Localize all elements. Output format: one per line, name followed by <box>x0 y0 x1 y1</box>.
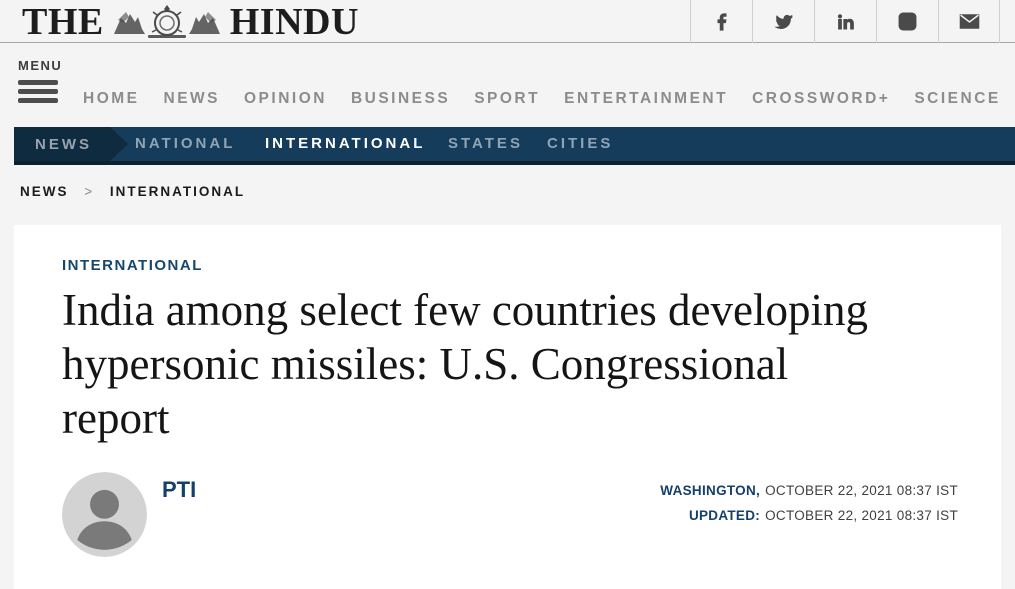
social-links <box>690 0 1000 43</box>
breadcrumb: NEWS > INTERNATIONAL <box>20 184 245 199</box>
main-nav: HOME NEWS OPINION BUSINESS SPORT ENTERTA… <box>83 90 1001 108</box>
nav-item-sport[interactable]: SPORT <box>474 90 541 107</box>
article-card: INTERNATIONAL India among select few cou… <box>14 225 1001 589</box>
dateline: WASHINGTON, OCTOBER 22, 2021 08:37 IST <box>660 478 958 503</box>
masthead: THE HINDU <box>0 0 1015 43</box>
person-icon <box>62 472 147 557</box>
author-avatar <box>62 472 147 557</box>
section-item-international[interactable]: INTERNATIONAL <box>265 135 426 152</box>
nav-item-opinion[interactable]: OPINION <box>244 90 327 107</box>
menu-label: MENU <box>18 58 63 73</box>
nav-item-news[interactable]: NEWS <box>163 90 220 107</box>
facebook-icon <box>717 12 727 31</box>
nav-item-crossword[interactable]: CROSSWORD+ <box>752 90 891 107</box>
linkedin-icon <box>837 13 854 29</box>
linkedin-link[interactable] <box>814 0 876 43</box>
email-link[interactable] <box>938 0 1000 43</box>
article-headline: India among select few countries develop… <box>62 285 868 443</box>
article-meta: WASHINGTON, OCTOBER 22, 2021 08:37 IST UP… <box>660 478 958 528</box>
section-parent-news[interactable]: NEWS <box>14 127 128 161</box>
menu-toggle[interactable]: MENU <box>18 58 62 107</box>
updated-label: UPDATED: <box>688 508 761 523</box>
updated-datetime: OCTOBER 22, 2021 08:37 IST <box>765 508 958 523</box>
author-name[interactable]: PTI <box>162 477 197 502</box>
section-item-states[interactable]: STATES <box>448 135 523 152</box>
dateline-location: WASHINGTON, <box>660 483 761 498</box>
breadcrumb-separator-icon: > <box>84 184 95 199</box>
instagram-link[interactable] <box>876 0 938 43</box>
twitter-link[interactable] <box>752 0 814 43</box>
section-nav-bar: NEWS NATIONAL INTERNATIONAL STATES CITIE… <box>14 127 1015 165</box>
hamburger-icon <box>18 80 58 103</box>
twitter-icon <box>773 14 793 29</box>
section-item-national[interactable]: NATIONAL <box>135 135 236 152</box>
hindu-crest-emblem <box>113 4 220 38</box>
section-item-cities[interactable]: CITIES <box>547 135 614 152</box>
logo-text-the: THE <box>22 0 104 43</box>
nav-item-entertainment[interactable]: ENTERTAINMENT <box>564 90 729 107</box>
email-icon <box>959 14 979 29</box>
article-section-label[interactable]: INTERNATIONAL <box>62 257 203 274</box>
logo-text-hindu: HINDU <box>229 0 359 43</box>
breadcrumb-news[interactable]: NEWS <box>20 184 69 199</box>
nav-item-home[interactable]: HOME <box>83 90 140 107</box>
nav-item-business[interactable]: BUSINESS <box>350 90 451 107</box>
breadcrumb-international[interactable]: INTERNATIONAL <box>109 184 246 199</box>
the-hindu-logo[interactable]: THE HINDU <box>22 1 359 42</box>
updated-line: UPDATED: OCTOBER 22, 2021 08:37 IST <box>660 503 958 528</box>
facebook-link[interactable] <box>690 0 752 43</box>
nav-item-science[interactable]: SCIENCE <box>914 90 1001 107</box>
instagram-icon <box>898 12 917 31</box>
dateline-datetime: OCTOBER 22, 2021 08:37 IST <box>765 483 958 498</box>
